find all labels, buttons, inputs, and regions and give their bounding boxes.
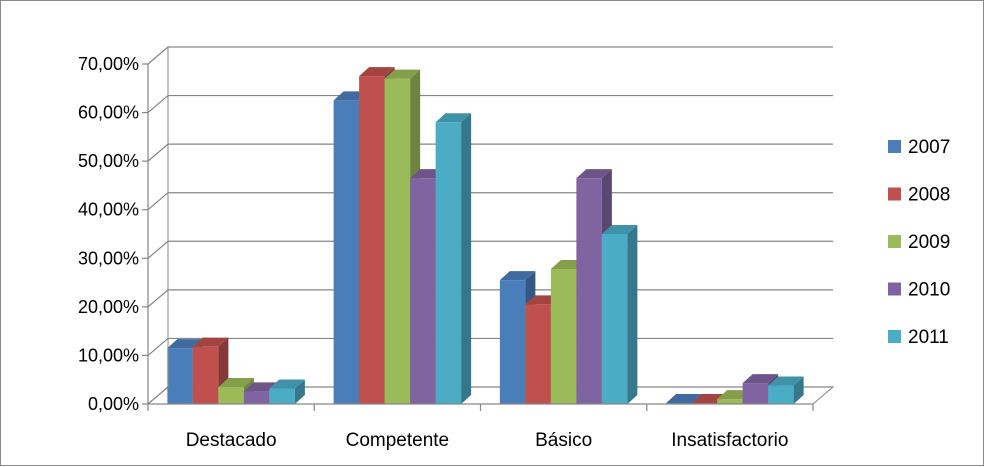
y-tick-label: 50,00% <box>78 151 139 171</box>
legend-item: 2010 <box>888 280 950 301</box>
bar-top <box>359 67 395 77</box>
bar-top <box>768 376 804 386</box>
legend-swatch <box>888 282 901 296</box>
bar-front <box>410 178 436 404</box>
bar-front <box>243 391 270 404</box>
bar-front <box>435 122 462 405</box>
y-tick-label: 60,00% <box>78 103 139 123</box>
legend-swatch <box>888 187 901 201</box>
bar-side <box>294 379 305 404</box>
category-label: Insatisfactorio <box>671 430 788 451</box>
gridline <box>147 192 833 211</box>
bar-front <box>218 387 244 404</box>
gridline <box>147 143 833 162</box>
y-tick-label: 0,00% <box>88 394 139 414</box>
legend-item: 2011 <box>888 327 949 348</box>
bar-top <box>742 374 779 384</box>
bar-front <box>359 76 385 405</box>
gridline <box>147 240 833 259</box>
category-label: Básico <box>535 430 592 451</box>
bar <box>768 376 804 404</box>
category-label: Destacado <box>186 430 277 451</box>
legend-label: 2011 <box>908 327 949 348</box>
bar-top <box>435 113 472 123</box>
gridline <box>147 337 833 356</box>
bar <box>601 225 638 404</box>
y-tick-label: 40,00% <box>78 200 139 220</box>
axes <box>142 47 814 411</box>
legend-swatch <box>888 235 901 248</box>
bar-front <box>550 268 577 404</box>
bar-side <box>461 113 472 405</box>
legend-label: 2008 <box>908 185 950 206</box>
bar-top <box>192 337 229 347</box>
legend-label: 2009 <box>908 232 950 253</box>
bar-top <box>601 225 638 234</box>
bar-front <box>499 280 526 404</box>
category-label: Competente <box>346 430 450 451</box>
bar <box>269 379 305 404</box>
category-labels: Destacado Competente Básico Insatisfactorio <box>186 430 789 451</box>
legend-swatch <box>888 330 901 343</box>
bar-top <box>384 69 421 79</box>
bar <box>435 113 472 405</box>
bars <box>167 67 804 405</box>
bar-front <box>384 78 411 405</box>
bar-side <box>793 376 804 404</box>
bar-front <box>192 346 219 404</box>
legend-item: 2007 <box>888 137 950 158</box>
bar-front <box>333 100 360 404</box>
bar-front <box>742 383 769 404</box>
y-tick-label: 20,00% <box>78 297 139 317</box>
bar-front <box>167 348 193 404</box>
legend-item: 2009 <box>888 232 950 253</box>
gridline <box>147 46 833 65</box>
bar-top <box>576 169 612 179</box>
legend: 2007 2008 2009 2010 2011 <box>888 137 950 348</box>
gridlines <box>147 46 833 405</box>
bar-front <box>601 234 628 404</box>
bar-front <box>717 399 743 404</box>
legend-label: 2010 <box>908 280 950 301</box>
y-tick-label: 70,00% <box>78 54 139 74</box>
bar-top <box>218 378 254 387</box>
y-tick-label: 10,00% <box>78 345 139 365</box>
bar <box>192 337 229 404</box>
bar-front <box>576 178 602 404</box>
gridline <box>147 289 833 308</box>
legend-label: 2007 <box>908 137 950 158</box>
bar-front <box>768 385 794 404</box>
gridline <box>147 94 833 114</box>
bar-front <box>525 304 551 404</box>
legend-swatch <box>888 140 901 153</box>
bar-top <box>666 394 702 404</box>
y-tick-label: 30,00% <box>78 248 139 268</box>
bar-top <box>499 271 536 281</box>
bar-top <box>269 379 305 389</box>
legend-item: 2008 <box>888 185 950 206</box>
y-tick-labels: 0,00% 10,00% 20,00% 30,00% 40,00% 50,00% 60,00… <box>78 54 139 414</box>
bar-front <box>269 388 295 404</box>
bar-side <box>627 225 638 404</box>
